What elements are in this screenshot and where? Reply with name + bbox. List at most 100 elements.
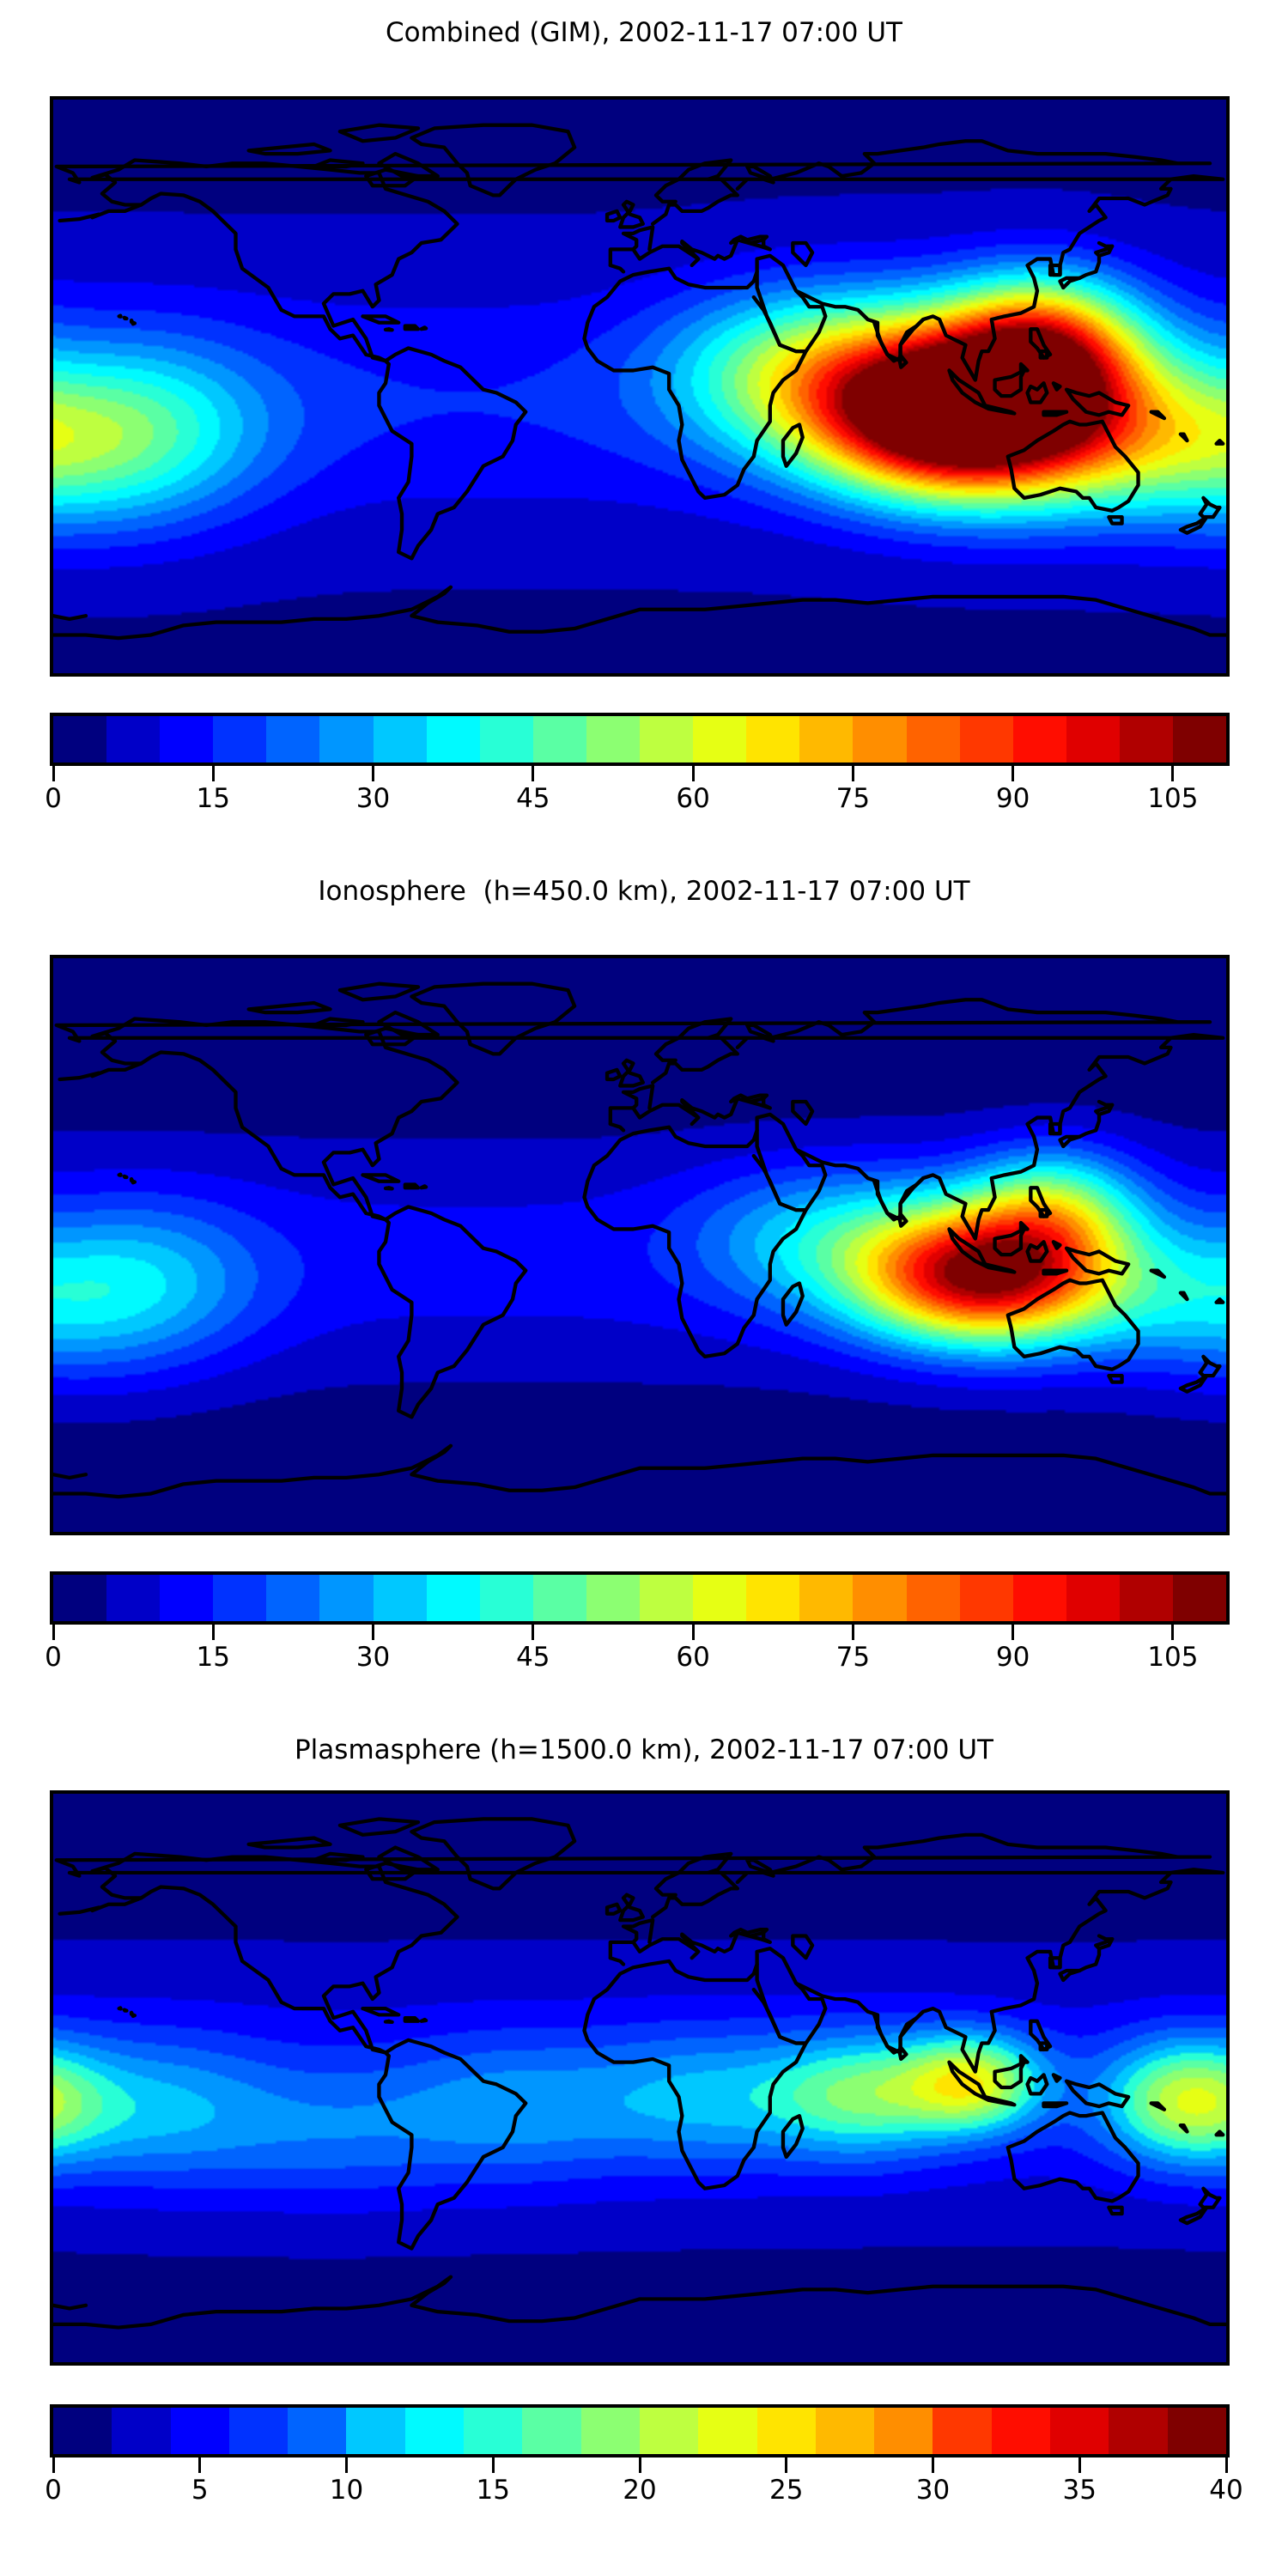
colorbar-tick-label: 60 <box>676 783 710 814</box>
colorbar-tick-label: 10 <box>329 2475 364 2506</box>
colorbar-band <box>160 716 214 762</box>
colorbar-band <box>799 1575 854 1621</box>
colorbar-ticks <box>50 766 1230 781</box>
colorbar-tick-label: 0 <box>45 2475 62 2506</box>
colorbar-tick-labels: 0 15 30 45 60 75 90 105 <box>45 783 1230 821</box>
colorbar-band <box>1172 716 1227 762</box>
colorbar-band <box>373 716 427 762</box>
colorbar-tick <box>691 1625 695 1640</box>
colorbar-tick <box>691 766 695 781</box>
colorbar-band <box>746 716 800 762</box>
colorbar-tick <box>211 766 215 781</box>
colorbar-tick-labels: 0 5 10 15 20 25 30 35 40 <box>45 2475 1243 2512</box>
colorbar-band <box>874 2408 933 2454</box>
coastlines <box>53 100 1226 673</box>
panel-ionosphere: Ionosphere (h=450.0 km), 2002-11-17 07:0… <box>0 859 1288 1717</box>
coastlines <box>53 958 1226 1532</box>
colorbar-band <box>106 1575 161 1621</box>
colorbar-tick-label: 75 <box>835 1642 871 1673</box>
colorbar-tick-label: 15 <box>196 783 230 814</box>
panel-title: Plasmasphere (h=1500.0 km), 2002-11-17 0… <box>294 1735 993 1765</box>
colorbar-band <box>693 1575 747 1621</box>
colorbar-tick <box>1012 1625 1015 1640</box>
colorbar-tick <box>785 2458 788 2473</box>
colorbar-tick-label: 40 <box>1209 2475 1243 2506</box>
colorbar-gradient <box>50 1571 1230 1625</box>
colorbar-tick-label: 30 <box>915 2475 951 2506</box>
colorbar-tick <box>345 2458 348 2473</box>
colorbar-band <box>213 1575 267 1621</box>
colorbar-band <box>1167 2408 1226 2454</box>
colorbar-band <box>756 2408 816 2454</box>
colorbar-tick-label: 75 <box>835 783 871 814</box>
colorbar-band <box>213 716 267 762</box>
colorbar-band <box>426 716 480 762</box>
panel-plasmasphere: Plasmasphere (h=1500.0 km), 2002-11-17 0… <box>0 1717 1288 2576</box>
colorbar-tick <box>1171 766 1175 781</box>
colorbar-band <box>959 716 1013 762</box>
colorbar-band <box>906 716 960 762</box>
colorbar-band <box>746 1575 800 1621</box>
colorbar-band <box>532 1575 586 1621</box>
colorbar-tick <box>851 1625 854 1640</box>
colorbar-band <box>640 1575 694 1621</box>
colorbar-tick-label: 15 <box>476 2475 510 2506</box>
panel-combined-gim: Combined (GIM), 2002-11-17 07:00 UT 0 15 3… <box>0 0 1288 859</box>
colorbar-tick <box>1224 2458 1228 2473</box>
colorbar-band <box>319 1575 374 1621</box>
colorbar-tick <box>52 2458 55 2473</box>
colorbar-band <box>906 1575 960 1621</box>
coastlines <box>53 1794 1226 2362</box>
colorbar-tick <box>491 2458 495 2473</box>
colorbar-tick-label: 20 <box>623 2475 657 2506</box>
colorbar-band <box>1012 1575 1066 1621</box>
colorbar-band <box>479 716 533 762</box>
colorbar-tick <box>198 2458 202 2473</box>
colorbar-tick-labels: 0 15 30 45 60 75 90 105 <box>45 1642 1230 1680</box>
colorbar-band <box>639 2408 699 2454</box>
colorbar-band <box>106 716 161 762</box>
colorbar-band <box>532 716 586 762</box>
colorbar-tick-label: 30 <box>355 1642 391 1673</box>
colorbar-tick-label: 45 <box>516 1642 550 1673</box>
colorbar-band <box>991 2408 1051 2454</box>
map-plasmasphere <box>50 1790 1230 2366</box>
colorbar-band <box>1066 1575 1120 1621</box>
colorbar-band <box>228 2408 289 2454</box>
colorbar-band <box>373 1575 427 1621</box>
colorbar-tick <box>211 1625 215 1640</box>
colorbar-tick-label: 105 <box>1147 783 1199 814</box>
panel-title: Combined (GIM), 2002-11-17 07:00 UT <box>386 17 902 48</box>
colorbar-band <box>1050 2408 1109 2454</box>
colorbar-tick-label: 35 <box>1062 2475 1097 2506</box>
colorbar-tick <box>638 2458 641 2473</box>
colorbar-band <box>266 716 320 762</box>
colorbar-band <box>404 2408 465 2454</box>
colorbar-ticks <box>50 1625 1230 1640</box>
colorbar-tick <box>851 766 854 781</box>
colorbar-band <box>1109 2408 1168 2454</box>
colorbar-tick-label: 25 <box>769 2475 804 2506</box>
map-combined-gim <box>50 96 1230 677</box>
panel-title: Ionosphere (h=450.0 km), 2002-11-17 07:0… <box>318 876 970 907</box>
colorbar-band <box>640 716 694 762</box>
colorbar-tick-label: 15 <box>196 1642 230 1673</box>
colorbar-gradient <box>50 2404 1230 2458</box>
colorbar-band <box>266 1575 320 1621</box>
colorbar-band <box>346 2408 405 2454</box>
colorbar-band <box>479 1575 533 1621</box>
colorbar-tick-label: 45 <box>516 783 550 814</box>
colorbar-band <box>160 1575 214 1621</box>
colorbar-band <box>586 1575 641 1621</box>
colorbar-band <box>53 716 107 762</box>
colorbar-band <box>853 1575 907 1621</box>
colorbar-tick-label: 90 <box>995 783 1030 814</box>
colorbar-ticks <box>50 2458 1230 2473</box>
colorbar-tick-label: 105 <box>1147 1642 1199 1673</box>
colorbar-band <box>319 716 374 762</box>
colorbar-band <box>112 2408 171 2454</box>
colorbar-tick <box>52 1625 55 1640</box>
colorbar-tick <box>372 1625 375 1640</box>
colorbar-tick <box>932 2458 934 2473</box>
